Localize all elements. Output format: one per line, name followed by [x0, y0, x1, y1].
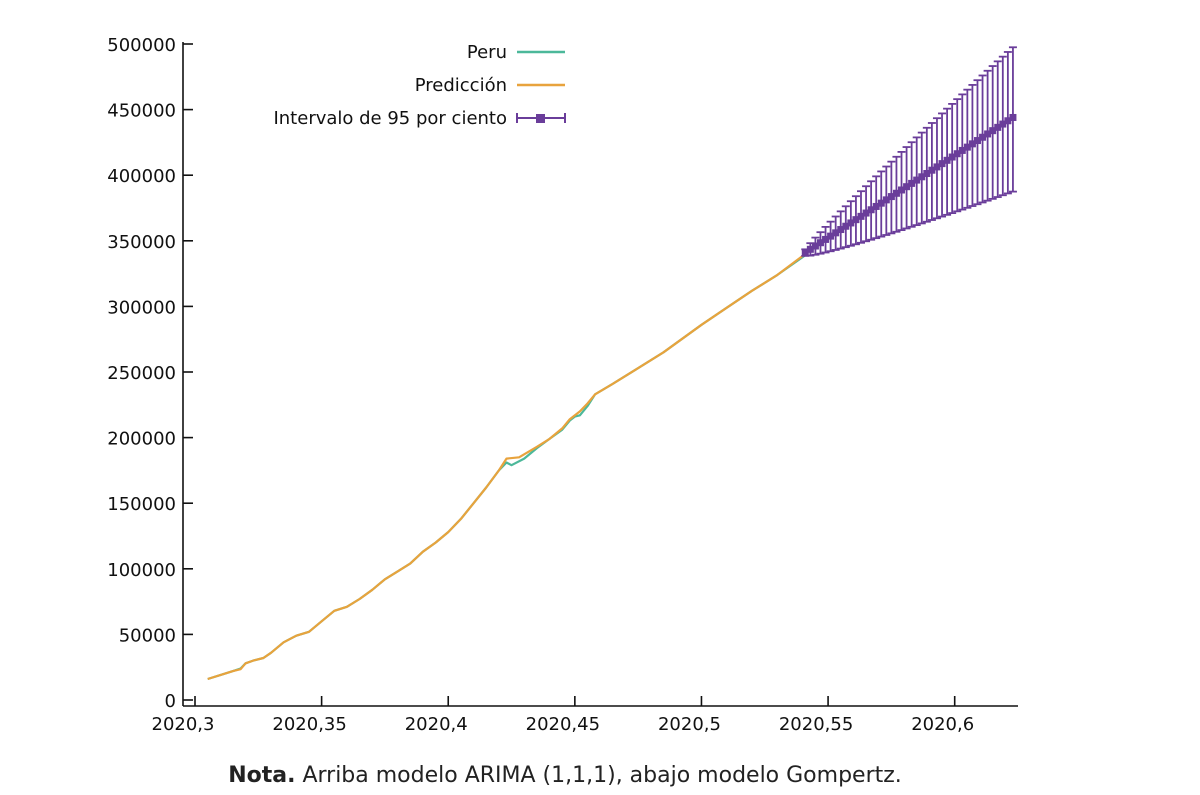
legend-label: Intervalo de 95 por ciento — [273, 108, 507, 129]
errorbar-point — [877, 199, 885, 207]
x-tick-label: 2020,6 — [911, 714, 974, 735]
y-tick-label: 500000 — [107, 35, 176, 56]
errorbar-point — [953, 150, 961, 158]
errorbar-point — [852, 216, 860, 224]
series-layer — [207, 46, 1017, 681]
errorbar-point — [928, 166, 936, 174]
errorbar-point — [943, 156, 951, 164]
errorbar-point — [816, 239, 824, 247]
x-tick-label: 2020,3 — [152, 714, 215, 735]
note-text: Arriba modelo ARIMA (1,1,1), abajo model… — [295, 763, 902, 788]
y-tick-label: 350000 — [107, 232, 176, 253]
errorbar-point — [923, 170, 931, 178]
errorbar-point — [898, 186, 906, 194]
y-tick-label: 0 — [165, 691, 176, 712]
legend: Peru Predicción Intervalo de 95 por ciento — [273, 42, 566, 129]
y-tick-label: 400000 — [107, 166, 176, 187]
errorbar-point — [994, 123, 1002, 131]
errorbar-point — [862, 209, 870, 217]
errorbar-point — [887, 193, 895, 201]
x-tick-label: 2020,55 — [779, 714, 853, 735]
series-line-peru — [207, 254, 806, 681]
errorbar-point — [968, 140, 976, 148]
errorbar-point — [913, 176, 921, 184]
errorbar-point — [938, 160, 946, 168]
errorbar-point — [872, 202, 880, 210]
series-errorbars — [801, 46, 1017, 257]
x-tick-label: 2020,5 — [658, 714, 721, 735]
errorbar-point — [973, 137, 981, 145]
x-tick-label: 2020,35 — [272, 714, 346, 735]
errorbar-point — [989, 127, 997, 135]
errorbar-point — [999, 120, 1007, 128]
errorbar-point — [867, 206, 875, 214]
legend-label: Predicción — [415, 75, 507, 96]
errorbar-point — [847, 219, 855, 227]
axes: 0 50000 100000 150000 200000 250000 300000 3500… — [107, 35, 1018, 735]
errorbar-point — [984, 130, 992, 138]
y-tick-label: 300000 — [107, 297, 176, 318]
series-line-predicci-n — [207, 253, 806, 681]
y-tick-label: 450000 — [107, 101, 176, 122]
errorbar-point — [822, 235, 830, 243]
y-tick-label: 100000 — [107, 560, 176, 581]
errorbar-point — [811, 242, 819, 250]
errorbar-point — [801, 249, 809, 257]
legend-swatch-point — [536, 114, 545, 123]
errorbar-point — [832, 229, 840, 237]
errorbar-point — [837, 226, 845, 234]
note-bold: Nota. — [228, 763, 296, 788]
errorbar-point — [948, 153, 956, 161]
y-tick-label: 150000 — [107, 494, 176, 515]
errorbar-point — [908, 179, 916, 187]
errorbar-point — [892, 189, 900, 197]
errorbar-point — [979, 133, 987, 141]
errorbar-point — [958, 146, 966, 154]
errorbar-point — [963, 143, 971, 151]
errorbar-point — [903, 183, 911, 191]
errorbar-point — [1009, 113, 1017, 121]
errorbar-point — [1004, 117, 1012, 125]
x-tick-label: 2020,45 — [526, 714, 600, 735]
errorbar-point — [933, 163, 941, 171]
legend-label: Peru — [467, 42, 507, 63]
x-tick-label: 2020,4 — [405, 714, 468, 735]
y-tick-label: 50000 — [119, 625, 176, 646]
y-tick-label: 200000 — [107, 429, 176, 450]
y-tick-label: 250000 — [107, 363, 176, 384]
errorbar-point — [882, 196, 890, 204]
errorbar-point — [806, 245, 814, 253]
figure-note: Nota. Arriba modelo ARIMA (1,1,1), abajo… — [0, 763, 1130, 788]
errorbar-point — [857, 212, 865, 220]
errorbar-point — [918, 173, 926, 181]
errorbar-point — [827, 232, 835, 240]
errorbar-point — [842, 222, 850, 230]
